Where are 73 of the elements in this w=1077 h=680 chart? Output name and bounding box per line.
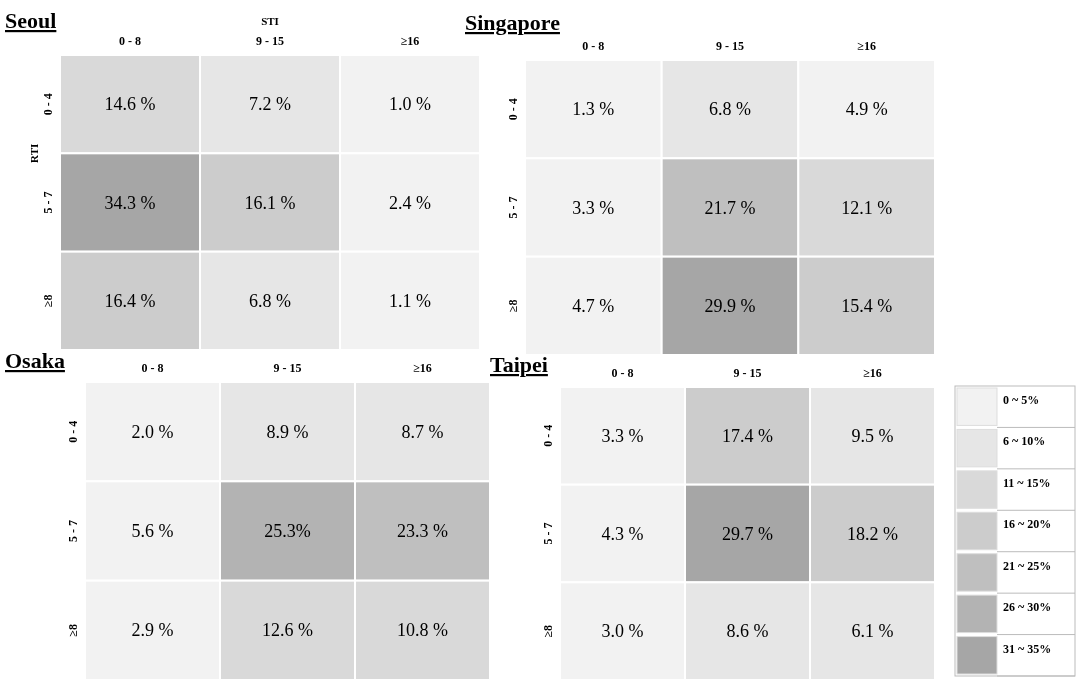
y-tick-label: 5 - 7 [506, 196, 520, 219]
data-label: 15.4 % [841, 295, 893, 316]
data-label: 14.6 % [104, 94, 156, 115]
x-tick-label: 9 - 15 [716, 39, 744, 53]
text: 0 ~ 5% [1003, 393, 1040, 407]
y-tick-label: 5 - 7 [541, 522, 555, 545]
data-label: 3.0 % [601, 621, 644, 642]
chart-title: Taipei [490, 352, 548, 377]
x-tick-label: ≥16 [413, 361, 432, 375]
data-label: 1.0 % [389, 94, 431, 115]
y-tick-label: ≥8 [41, 294, 55, 308]
y-tick-label: 0 - 4 [506, 98, 520, 121]
y-axis-title: RTI [28, 143, 40, 163]
data-label: 16.4 % [104, 290, 156, 311]
data-label: 34.3 % [104, 192, 156, 213]
text: 31 ~ 35% [1003, 641, 1052, 656]
data-label: 18.2 % [847, 523, 898, 544]
data-label: 2.4 % [389, 192, 431, 213]
data-label: 23.3 % [397, 521, 448, 541]
data-label: 8.6 % [726, 621, 769, 642]
data-label: 1.1 % [389, 290, 431, 311]
x-tick-label: 9 - 15 [733, 366, 762, 380]
chart-title: Osaka [5, 348, 65, 373]
text: 26 ~ 30% [1003, 600, 1052, 615]
data-label: 12.6 % [262, 620, 313, 641]
y-tick-label: 0 - 4 [66, 420, 80, 443]
y-tick-label: 5 - 7 [66, 520, 80, 542]
y-tick-label: ≥8 [66, 624, 80, 637]
data-label: 4.7 % [572, 295, 615, 316]
y-tick-label: ≥8 [541, 624, 555, 638]
chart-title: Singapore [465, 10, 561, 35]
data-label: 21.7 % [704, 197, 756, 218]
y-tick-label: 0 - 4 [541, 424, 555, 447]
data-label: 7.2 % [249, 94, 291, 115]
x-tick-label: 0 - 8 [119, 34, 141, 48]
data-label: 2.0 % [131, 421, 174, 442]
x-tick-label: ≥16 [857, 39, 876, 53]
data-label: 8.7 % [401, 421, 444, 442]
x-tick-label: ≥16 [400, 34, 420, 48]
data-label: 6.8 % [709, 99, 751, 120]
data-label: 2.9 % [131, 620, 174, 641]
data-label: 10.8 % [397, 620, 448, 641]
text: 6 ~ 10% [1003, 434, 1046, 449]
text: 21 ~ 25% [1003, 558, 1052, 573]
y-tick-label: 0 - 4 [41, 93, 55, 116]
data-label: 4.9 % [845, 99, 888, 120]
chart-title: Seoul [5, 8, 57, 33]
data-label: 5.6 % [131, 521, 174, 541]
data-label: 3.3 % [601, 425, 644, 446]
data-label: 17.4 % [722, 425, 773, 446]
data-label: 12.1 % [841, 197, 893, 218]
x-tick-label: 0 - 8 [582, 39, 605, 53]
data-label: 8.9 % [266, 421, 309, 442]
x-axis-title: STI [261, 15, 279, 27]
y-tick-label: ≥8 [506, 299, 520, 313]
data-label: 29.7 % [722, 523, 773, 544]
data-label: 16.1 % [244, 192, 296, 213]
data-label: 3.3 % [572, 197, 615, 218]
y-tick-label: 5 - 7 [41, 191, 55, 214]
x-tick-label: ≥16 [863, 366, 882, 380]
text: 11 ~ 15% [1003, 475, 1051, 490]
x-tick-label: 9 - 15 [273, 361, 302, 375]
x-tick-label: 0 - 8 [611, 366, 634, 380]
data-label: 6.1 % [851, 621, 894, 642]
text: 16 ~ 20% [1003, 517, 1052, 532]
data-label: 1.3 % [572, 99, 615, 120]
x-tick-label: 0 - 8 [141, 361, 164, 375]
x-tick-label: 9 - 15 [256, 34, 284, 48]
data-label: 9.5 % [851, 425, 894, 446]
data-label: 25.3% [264, 521, 311, 541]
data-label: 29.9 % [704, 295, 756, 316]
data-label: 6.8 % [249, 290, 291, 311]
data-label: 4.3 % [601, 523, 644, 544]
